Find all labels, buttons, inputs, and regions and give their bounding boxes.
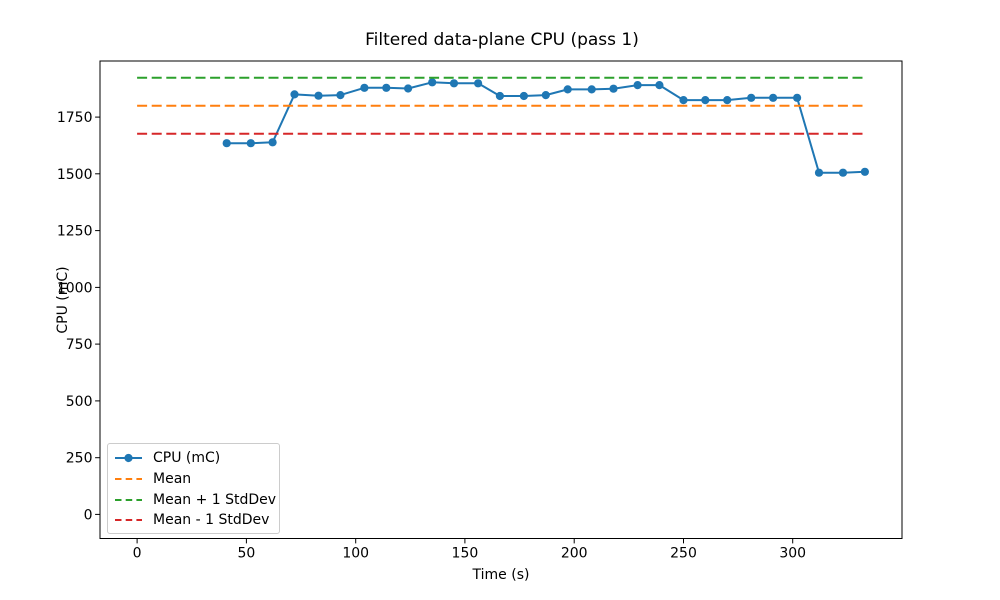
cpu-marker <box>246 139 255 148</box>
y-tick-label: 0 <box>84 507 93 523</box>
legend: CPU (mC) Mean Mean + 1 StdDev Mean - 1 S… <box>107 443 280 534</box>
cpu-marker <box>747 93 756 102</box>
cpu-marker <box>336 91 345 100</box>
cpu-marker <box>655 81 664 90</box>
cpu-marker <box>838 168 848 177</box>
cpu-marker <box>679 96 688 105</box>
cpu-marker <box>633 81 642 90</box>
cpu-marker <box>723 96 732 105</box>
y-tick-label: 500 <box>66 394 93 410</box>
cpu-marker <box>769 93 778 102</box>
cpu-marker <box>563 85 572 94</box>
legend-label-mean-plus-sd: Mean + 1 StdDev <box>153 491 277 508</box>
legend-entry-mean: Mean <box>114 469 273 490</box>
cpu-marker <box>382 83 391 92</box>
mean-dash-swatch-icon <box>115 478 142 481</box>
x-tick-label: 0 <box>133 546 142 562</box>
legend-label-mean: Mean <box>153 471 192 488</box>
mean-minus-sd-dash-swatch-icon <box>115 519 142 522</box>
y-axis-label: CPU (mC) <box>55 266 71 334</box>
cpu-line-swatch-icon <box>115 454 142 463</box>
cpu-marker <box>609 84 618 93</box>
legend-entry-mean-plus-sd: Mean + 1 StdDev <box>114 489 277 510</box>
x-tick-label: 250 <box>670 546 697 562</box>
cpu-marker <box>404 84 413 93</box>
cpu-marker <box>495 91 504 101</box>
y-tick-label: 1750 <box>57 110 93 126</box>
cpu-marker <box>814 168 824 177</box>
axes-spines <box>99 60 903 539</box>
legend-entry-mean-minus-sd: Mean - 1 StdDev <box>114 510 273 531</box>
cpu-marker <box>314 91 323 100</box>
x-tick-label: 150 <box>452 546 479 562</box>
x-tick-label: 300 <box>779 546 806 562</box>
cpu-marker <box>541 91 550 100</box>
y-tick-label: 250 <box>66 451 93 467</box>
legend-label-cpu: CPU (mC) <box>153 450 221 467</box>
cpu-marker <box>222 139 231 148</box>
x-axis-label: Time (s) <box>472 567 530 583</box>
cpu-marker <box>793 93 802 102</box>
cpu-marker <box>449 79 459 88</box>
x-tick-label: 200 <box>561 546 588 562</box>
cpu-marker <box>290 90 299 99</box>
y-tick-label: 1500 <box>57 167 93 183</box>
cpu-marker <box>701 96 710 105</box>
legend-label-mean-minus-sd: Mean - 1 StdDev <box>153 512 270 529</box>
y-tick-label: 750 <box>66 337 93 353</box>
y-tick-label: 1250 <box>57 224 93 240</box>
mean-plus-sd-dash-swatch-icon <box>115 498 142 501</box>
cpu-marker <box>519 91 529 101</box>
cpu-marker <box>474 79 483 88</box>
cpu-marker <box>268 138 277 147</box>
chart-title: Filtered data-plane CPU (pass 1) <box>365 30 639 50</box>
x-tick-label: 100 <box>342 546 369 562</box>
legend-entry-cpu: CPU (mC) <box>114 448 273 469</box>
cpu-marker <box>587 85 596 94</box>
cpu-marker <box>360 83 369 92</box>
cpu-marker <box>428 78 437 87</box>
cpu-marker <box>860 167 870 176</box>
y-tick-label: 1000 <box>57 280 93 296</box>
x-tick-label: 50 <box>237 546 255 562</box>
